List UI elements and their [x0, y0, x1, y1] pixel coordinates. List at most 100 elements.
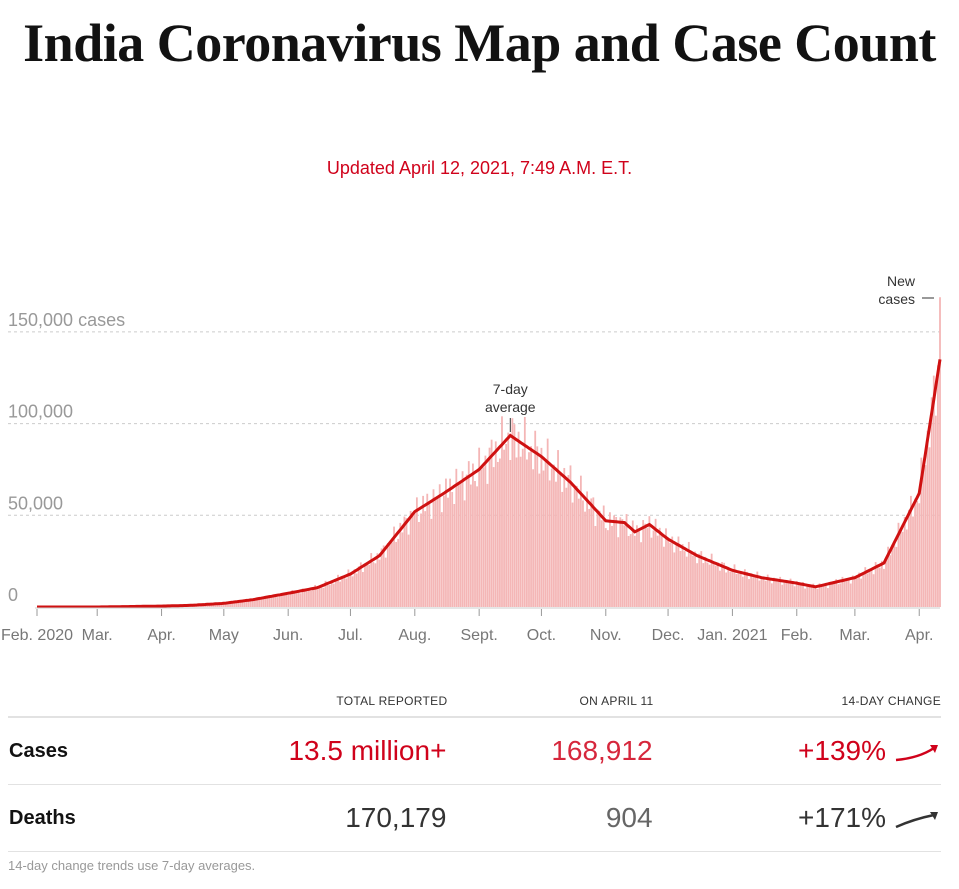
- daily-case-bar: [837, 584, 840, 607]
- daily-case-bar: [372, 562, 375, 607]
- daily-case-bar: [474, 481, 476, 607]
- daily-case-bar: [783, 581, 786, 607]
- daily-case-bar: [254, 600, 256, 607]
- daily-case-bar: [752, 577, 755, 607]
- daily-case-bar: [665, 528, 667, 607]
- daily-case-bar: [482, 467, 485, 607]
- daily-case-bar: [885, 559, 887, 607]
- daily-case-bar: [866, 573, 869, 607]
- daily-case-bar: [351, 576, 354, 607]
- table-header-row: TOTAL REPORTED ON APRIL 11 14-DAY CHANGE: [8, 690, 941, 718]
- daily-case-bar: [276, 597, 279, 607]
- cases-change: +139%: [798, 735, 886, 766]
- daily-case-bar: [442, 495, 445, 607]
- daily-case-bar: [775, 581, 777, 607]
- daily-case-bar: [526, 459, 528, 607]
- daily-case-bar: [814, 588, 817, 607]
- daily-case-bar: [903, 516, 906, 607]
- daily-case-bar: [459, 483, 462, 607]
- daily-case-bar: [843, 581, 846, 607]
- daily-case-bar: [370, 553, 373, 607]
- daily-case-bar: [233, 602, 236, 607]
- daily-case-bar: [656, 535, 659, 607]
- daily-case-bar: [883, 568, 885, 607]
- daily-case-bar: [795, 580, 798, 607]
- daily-case-bar: [295, 591, 298, 607]
- daily-case-bar: [648, 516, 651, 607]
- daily-case-bar: [472, 463, 474, 607]
- daily-case-bar: [874, 562, 877, 607]
- daily-case-bar: [386, 543, 389, 607]
- daily-case-bar: [382, 545, 385, 607]
- daily-case-bar: [853, 575, 856, 607]
- x-tick-label: Aug.: [398, 627, 431, 644]
- cases-total: 13.5 million+: [128, 717, 448, 785]
- daily-case-bar: [480, 469, 483, 607]
- daily-case-bar: [721, 562, 723, 607]
- daily-case-bar: [735, 573, 738, 607]
- daily-case-bar: [312, 588, 314, 607]
- daily-case-bar: [594, 526, 597, 607]
- deaths-total: 170,179: [128, 784, 448, 852]
- daily-case-bar: [600, 520, 603, 607]
- row-label: Cases: [8, 717, 128, 785]
- daily-case-bar: [241, 601, 244, 607]
- daily-case-bar: [914, 498, 916, 607]
- daily-case-bar: [341, 577, 344, 607]
- daily-case-bar: [602, 505, 605, 607]
- daily-case-bar: [723, 562, 726, 607]
- daily-case-bar: [393, 526, 395, 607]
- daily-case-bar: [362, 572, 364, 607]
- header-change: 14-DAY CHANGE: [653, 690, 941, 718]
- daily-case-bar: [797, 584, 800, 607]
- daily-case-bar: [426, 493, 429, 607]
- deaths-change: +171%: [798, 802, 886, 833]
- daily-case-bar: [636, 525, 638, 607]
- daily-case-bar: [787, 583, 790, 607]
- daily-case-bar: [625, 514, 628, 607]
- daily-case-bar: [710, 553, 713, 607]
- daily-case-bar: [660, 535, 663, 607]
- daily-case-bar: [461, 471, 464, 607]
- daily-case-bar: [274, 595, 277, 607]
- row-label: Deaths: [8, 784, 128, 852]
- daily-case-bar: [671, 536, 674, 607]
- daily-case-bar: [490, 439, 493, 607]
- daily-case-bar: [399, 522, 402, 607]
- daily-case-bar: [658, 527, 661, 607]
- daily-case-bar: [631, 520, 634, 607]
- header-total: TOTAL REPORTED: [128, 690, 448, 718]
- daily-case-bar: [640, 542, 642, 607]
- updated-timestamp: Updated April 12, 2021, 7:49 A.M. E.T.: [326, 158, 633, 178]
- daily-case-bar: [812, 583, 815, 607]
- daily-case-bar: [777, 579, 779, 607]
- daily-case-bar: [833, 583, 836, 607]
- daily-case-bar: [584, 511, 586, 607]
- daily-case-bar: [320, 585, 323, 607]
- daily-case-bar: [652, 530, 655, 607]
- daily-case-bar: [841, 576, 844, 607]
- table-row-deaths: Deaths 170,179 904 +171%: [8, 784, 941, 852]
- seven-day-average-line: [37, 359, 942, 609]
- daily-case-bar: [220, 604, 223, 607]
- daily-case-bar: [748, 579, 750, 607]
- daily-case-bar: [415, 497, 418, 607]
- daily-case-bar: [436, 498, 439, 607]
- page-title: India Coronavirus Map and Case Count: [23, 13, 936, 73]
- footnote: 14-day change trends use 7-day averages.: [8, 858, 256, 873]
- daily-case-bar: [731, 571, 734, 607]
- daily-case-bar: [716, 562, 719, 607]
- deaths-day: 904: [447, 784, 654, 852]
- header-blank: [8, 690, 128, 718]
- daily-case-bar: [696, 563, 699, 607]
- x-tick-label: Sept.: [460, 627, 497, 644]
- daily-case-bar: [750, 573, 752, 607]
- daily-case-bar: [845, 578, 848, 607]
- daily-case-bar: [621, 519, 624, 607]
- daily-case-bar: [835, 579, 838, 607]
- daily-case-bar: [789, 578, 792, 607]
- daily-case-bar: [310, 590, 312, 607]
- daily-case-bar: [247, 600, 250, 607]
- daily-case-bar: [876, 564, 879, 607]
- daily-case-bar: [401, 532, 404, 607]
